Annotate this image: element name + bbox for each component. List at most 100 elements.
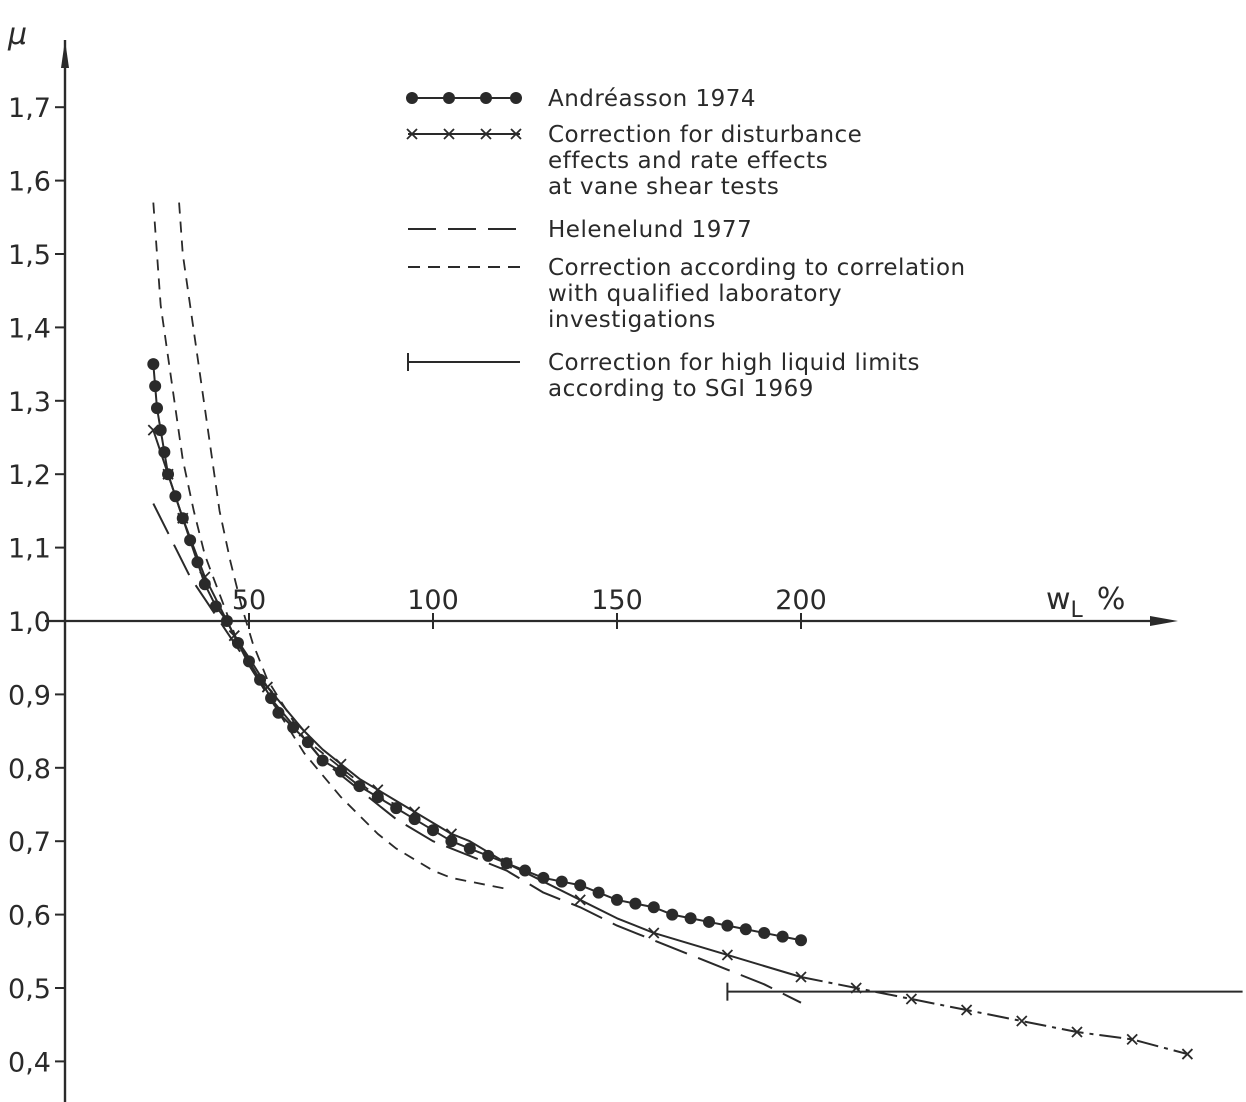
dot-point xyxy=(611,893,623,906)
legend-label: Andréasson 1974 xyxy=(548,86,756,112)
dot-point xyxy=(721,919,734,932)
y-axis-arrow xyxy=(61,40,69,68)
x-tick-label: 150 xyxy=(591,585,643,616)
legend-swatch-dot xyxy=(480,92,492,104)
y-tick-label: 1,5 xyxy=(8,240,51,271)
dot-point xyxy=(795,934,807,947)
series-line xyxy=(152,364,802,942)
cross-point xyxy=(500,857,513,869)
legend-swatch-dot xyxy=(443,92,455,104)
series-layer xyxy=(147,202,1243,1060)
legend-item-4: Correction according to correlationwith … xyxy=(408,255,966,333)
dot-point xyxy=(776,930,789,943)
dot-point xyxy=(335,765,347,778)
legend-item-3: Helenelund 1977 xyxy=(408,217,752,243)
legend: Andréasson 1974 Correction for disturbanc… xyxy=(406,86,966,402)
cross-point xyxy=(162,468,174,480)
legend-swatch-cross xyxy=(406,128,418,140)
legend-label: with qualified laboratory xyxy=(548,281,842,307)
series-line xyxy=(152,202,507,890)
dot-point xyxy=(147,358,160,371)
dot-point xyxy=(684,912,697,925)
dot-point xyxy=(666,908,679,921)
cross-point xyxy=(1071,1026,1083,1038)
x-tick-label: 200 xyxy=(775,585,827,616)
dot-point xyxy=(463,842,476,855)
legend-label: Correction for high liquid limits xyxy=(548,350,920,376)
y-tick-label: 0,9 xyxy=(8,680,51,711)
legend-label: at vane shear tests xyxy=(548,174,779,200)
cross-point xyxy=(1181,1048,1194,1060)
series-2 xyxy=(147,424,1194,1060)
series-3 xyxy=(152,503,802,1004)
legend-label: Helenelund 1977 xyxy=(548,217,752,243)
axes: 1,7 1,6 1,5 1,4 1,3 1,2 1,1 1,0 0,9 0,8 0,7 0,6 0,5 0… xyxy=(7,17,1178,1102)
legend-swatch-dot xyxy=(510,92,522,104)
dot-point xyxy=(154,424,167,437)
cross-point xyxy=(177,512,189,524)
dot-point xyxy=(149,380,162,393)
legend-label: Correction for disturbance xyxy=(548,122,862,148)
x-tick-label: 50 xyxy=(232,585,266,616)
cross-point xyxy=(648,927,660,939)
y-tick-label: 1,4 xyxy=(8,313,51,344)
legend-swatch-cross xyxy=(480,128,492,140)
series-line xyxy=(152,429,802,978)
cross-point xyxy=(408,806,421,818)
series-4 xyxy=(152,202,507,890)
y-tick-label: 0,5 xyxy=(8,974,51,1005)
dot-point xyxy=(629,897,642,910)
y-tick-label: 0,7 xyxy=(8,827,51,858)
dot-point xyxy=(592,886,605,899)
dot-point xyxy=(390,802,403,815)
legend-swatch-cross xyxy=(443,128,455,140)
series-6 xyxy=(726,982,1243,1001)
cross-point xyxy=(1016,1015,1028,1027)
dot-point xyxy=(739,923,752,936)
dot-point xyxy=(151,402,163,415)
dot-point xyxy=(574,879,587,892)
legend-swatch-dot xyxy=(406,92,418,104)
y-tick-label: 1,3 xyxy=(8,387,51,418)
legend-label: effects and rate effects xyxy=(548,148,828,174)
cross-point xyxy=(298,725,310,737)
cross-point xyxy=(372,784,384,796)
cross-point xyxy=(1126,1033,1138,1046)
cross-point xyxy=(721,949,734,961)
dot-point xyxy=(703,915,715,928)
series-line xyxy=(152,503,802,1004)
y-tick-label: 1,0 xyxy=(8,607,51,638)
series-line xyxy=(178,202,397,806)
y-tick-label: 1,2 xyxy=(8,460,51,491)
cross-point xyxy=(335,758,347,770)
legend-item-1: Andréasson 1974 xyxy=(406,86,756,112)
y-tick-label: 0,6 xyxy=(8,901,51,932)
y-tick-label: 1,7 xyxy=(8,93,51,124)
dot-point xyxy=(647,901,660,914)
legend-swatch-cross xyxy=(510,128,522,140)
cross-point xyxy=(574,894,586,906)
cross-point xyxy=(960,1004,973,1016)
legend-label: investigations xyxy=(548,307,716,333)
y-tick-label: 1,1 xyxy=(8,534,51,565)
legend-item-5: Correction for high liquid limitsaccordi… xyxy=(407,350,920,402)
dot-point xyxy=(555,875,568,888)
dot-point xyxy=(427,824,439,837)
series-5 xyxy=(178,202,397,806)
legend-label: Correction according to correlation xyxy=(548,255,966,281)
legend-label: according to SGI 1969 xyxy=(548,376,814,402)
cross-point xyxy=(905,993,918,1005)
dot-point xyxy=(758,926,771,939)
series-line-extension xyxy=(800,976,1188,1056)
dot-point xyxy=(445,835,458,848)
y-axis-label: μ xyxy=(7,17,27,52)
x-axis-arrow xyxy=(1150,616,1178,626)
cross-point xyxy=(795,971,807,983)
cross-point xyxy=(199,571,211,583)
y-tick-label: 1,6 xyxy=(8,167,51,198)
cross-point xyxy=(147,424,159,436)
dot-point xyxy=(408,813,421,826)
x-tick-label: 100 xyxy=(407,585,459,616)
